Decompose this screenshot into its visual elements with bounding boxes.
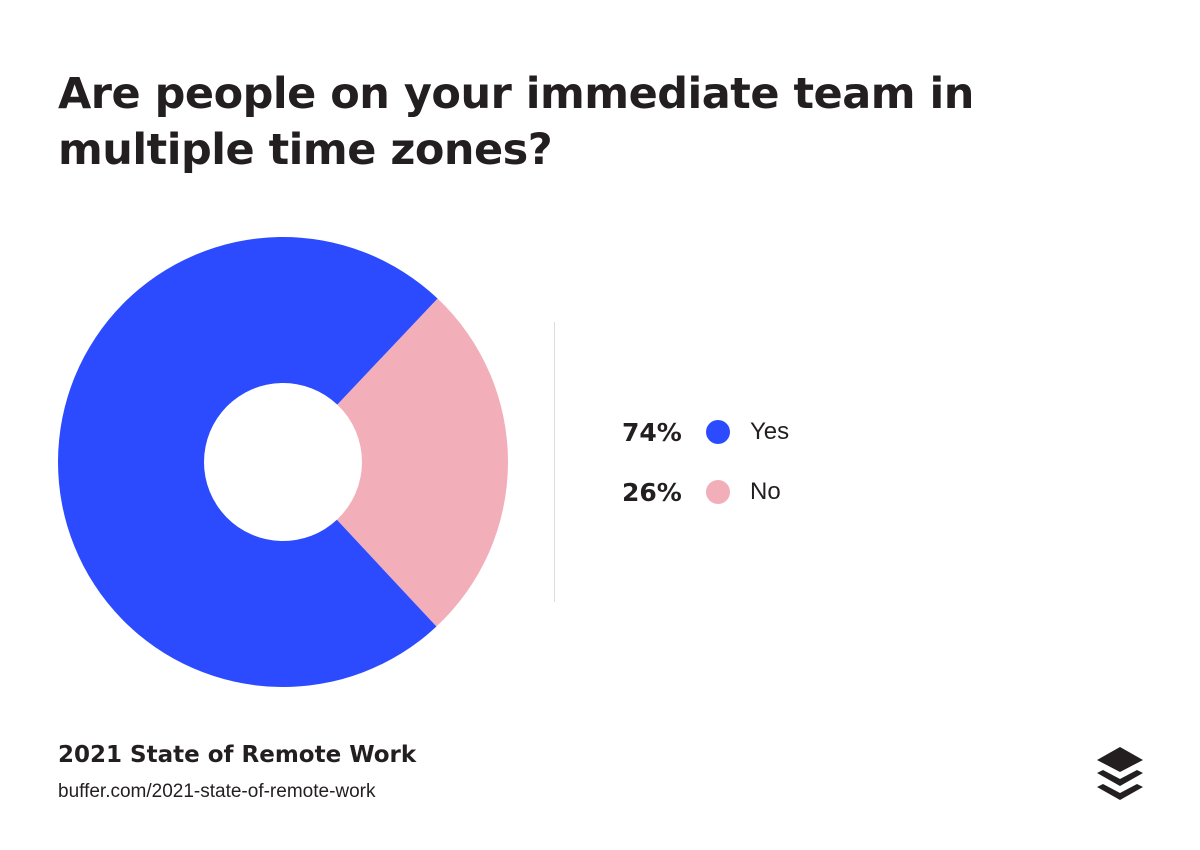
donut-chart <box>58 236 509 688</box>
source-title: 2021 State of Remote Work <box>58 742 417 768</box>
donut-slice-no <box>336 298 509 627</box>
legend-item-yes: 74% Yes <box>622 414 789 450</box>
legend-value: 74% <box>622 417 682 447</box>
legend-item-no: 26% No <box>622 474 781 510</box>
legend-swatch <box>706 420 730 444</box>
donut-slice-yes <box>58 236 438 688</box>
buffer-stack-icon <box>1097 747 1143 800</box>
chart-title: Are people on your immediate team in mul… <box>58 69 974 175</box>
divider <box>554 322 555 602</box>
legend-swatch <box>706 480 730 504</box>
source-url: buffer.com/2021-state-of-remote-work <box>58 781 376 802</box>
legend-label: Yes <box>750 418 790 445</box>
legend-label: No <box>750 478 781 505</box>
legend-value: 26% <box>622 477 682 507</box>
